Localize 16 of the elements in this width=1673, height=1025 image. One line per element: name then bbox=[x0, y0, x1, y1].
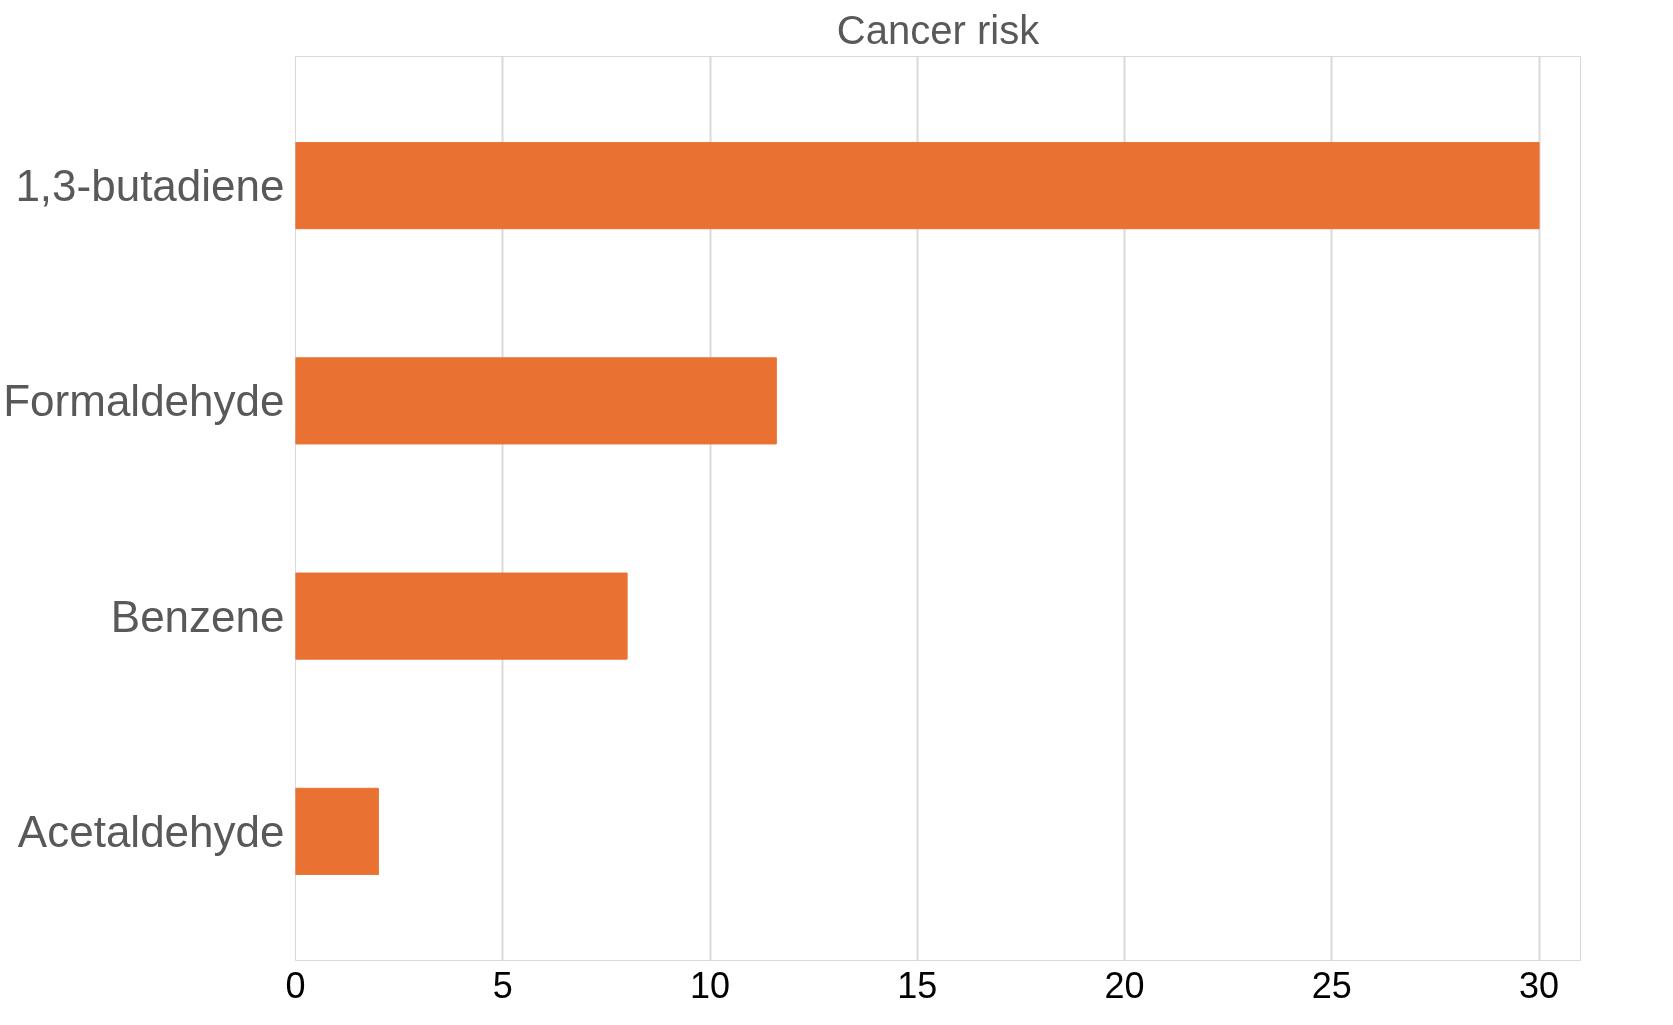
x-tick-label: 25 bbox=[1311, 964, 1352, 1006]
chart-title: Cancer risk bbox=[836, 7, 1041, 52]
x-tick-label: 10 bbox=[689, 964, 731, 1006]
bar bbox=[295, 357, 777, 445]
y-tick-label: Acetaldehyde bbox=[17, 806, 285, 856]
y-tick-label: 1,3-butadiene bbox=[15, 161, 285, 211]
bar bbox=[295, 142, 1540, 230]
x-tick-label: 20 bbox=[1104, 964, 1145, 1006]
x-tick-label: 15 bbox=[897, 964, 938, 1006]
y-tick-label: Benzene bbox=[110, 591, 285, 641]
bar bbox=[295, 572, 628, 660]
x-tick-label: 0 bbox=[285, 964, 306, 1006]
bar bbox=[295, 787, 379, 875]
y-tick-label: Formaldehyde bbox=[3, 376, 285, 426]
x-tick-label: 5 bbox=[492, 964, 513, 1006]
x-tick-label: 30 bbox=[1519, 964, 1560, 1006]
